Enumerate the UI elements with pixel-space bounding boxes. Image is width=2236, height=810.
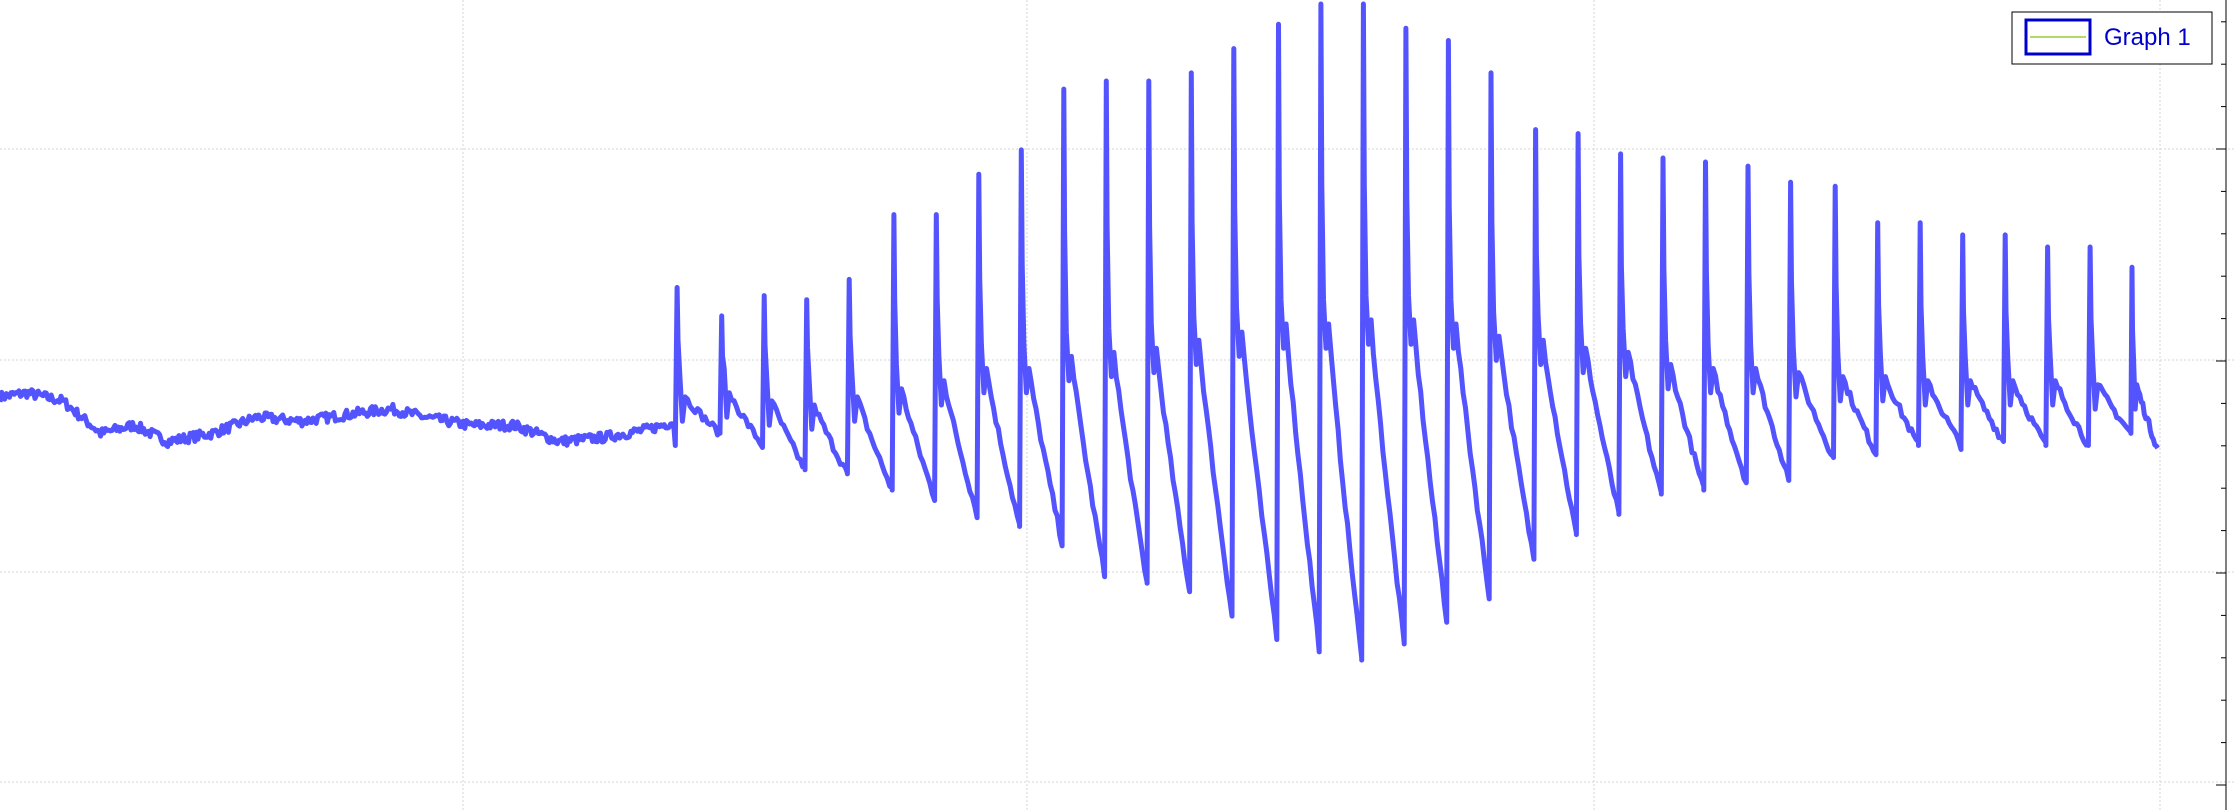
series-layer bbox=[0, 1, 2160, 663]
legend-label-graph-1: Graph 1 bbox=[2104, 24, 2191, 51]
legend: Graph 1 bbox=[2011, 11, 2213, 65]
axis-frame bbox=[2216, 0, 2227, 810]
series-line-graph-1 bbox=[0, 1, 2160, 663]
